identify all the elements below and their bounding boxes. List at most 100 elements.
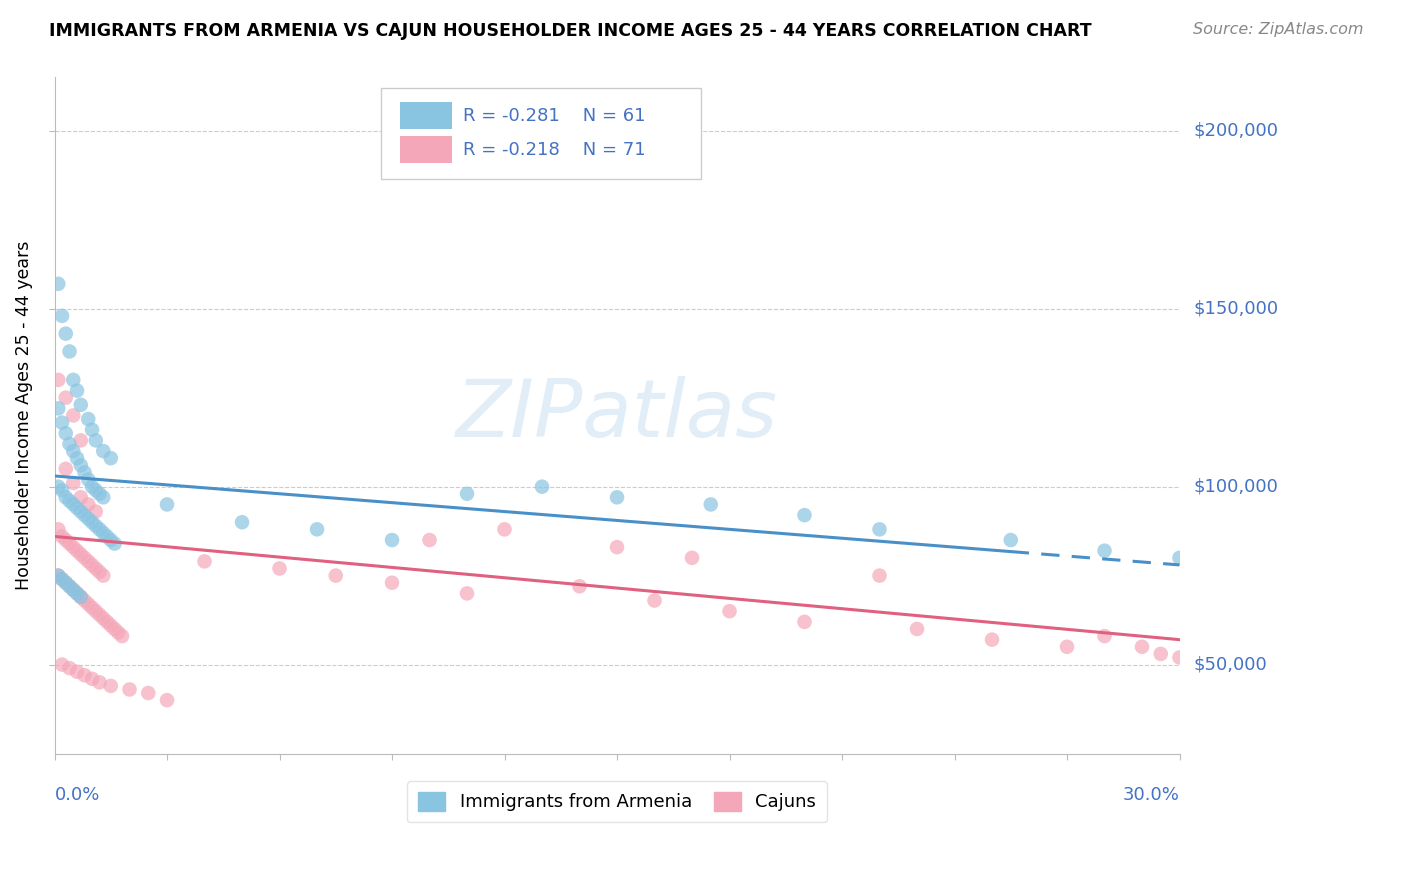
Point (51, 572, 73, 586)
Point (700, 498, 723, 512)
Point (77, 511, 100, 525)
Point (84, 483, 107, 498)
Point (531, 480, 554, 494)
Point (111, 629, 134, 643)
Point (66, 586, 89, 600)
Point (66, 665, 89, 679)
Point (58, 344, 80, 359)
Point (77, 498, 100, 512)
Point (269, 561, 291, 575)
Legend: Immigrants from Armenia, Cajuns: Immigrants from Armenia, Cajuns (408, 781, 827, 822)
Point (1094, 543, 1116, 558)
Point (718, 604, 741, 618)
Point (869, 522, 891, 536)
Point (100, 618, 122, 632)
Point (1000, 533, 1022, 547)
Point (91, 525, 114, 540)
Point (96, 615, 118, 629)
Point (46, 568, 69, 582)
Point (91, 444, 114, 458)
Point (84, 561, 107, 575)
Point (55, 575, 77, 590)
Point (84, 504, 107, 518)
Point (51, 483, 73, 498)
Point (51, 529, 73, 543)
Text: R = -0.218    N = 71: R = -0.218 N = 71 (463, 141, 645, 159)
Point (55, 391, 77, 405)
Point (91, 611, 114, 625)
Point (55, 326, 77, 341)
Point (91, 491, 114, 505)
Point (84, 604, 107, 618)
Point (305, 522, 328, 536)
Point (51, 309, 73, 323)
Point (66, 543, 89, 558)
Point (793, 615, 815, 629)
Point (58, 579, 80, 593)
Point (66, 451, 89, 466)
Point (58, 494, 80, 508)
Point (325, 568, 347, 582)
Point (73, 593, 96, 607)
Point (681, 550, 703, 565)
Point (77, 412, 100, 426)
Point (89, 522, 111, 536)
Point (80, 600, 103, 615)
Point (69, 398, 91, 412)
Point (58, 661, 80, 675)
Text: $200,000: $200,000 (1194, 122, 1278, 140)
Text: R = -0.281    N = 61: R = -0.281 N = 61 (463, 107, 645, 125)
Point (89, 565, 111, 579)
Point (381, 575, 404, 590)
Point (66, 501, 89, 516)
Point (89, 607, 111, 622)
Point (606, 491, 628, 505)
Point (77, 473, 100, 487)
Point (80, 672, 103, 686)
Point (80, 423, 103, 437)
Point (73, 466, 96, 480)
Point (156, 693, 179, 707)
Point (80, 515, 103, 529)
Text: 0.0%: 0.0% (55, 786, 100, 804)
Point (69, 491, 91, 505)
Point (381, 533, 404, 547)
Point (46, 277, 69, 291)
Point (62, 582, 84, 597)
Point (46, 401, 69, 416)
Point (89, 675, 111, 690)
Text: Source: ZipAtlas.com: Source: ZipAtlas.com (1194, 22, 1364, 37)
Point (55, 533, 77, 547)
Point (55, 575, 77, 590)
Point (80, 480, 103, 494)
Point (231, 515, 253, 529)
Point (55, 491, 77, 505)
Point (793, 508, 815, 522)
Point (568, 579, 591, 593)
Text: ZIPatlas: ZIPatlas (456, 376, 778, 455)
Point (103, 536, 125, 550)
Point (77, 554, 100, 568)
Point (96, 529, 118, 543)
Point (69, 504, 91, 518)
Point (91, 568, 114, 582)
Point (46, 522, 69, 536)
Point (69, 458, 91, 473)
Point (46, 373, 69, 387)
Point (58, 579, 80, 593)
Point (62, 582, 84, 597)
Point (118, 682, 141, 697)
Point (69, 547, 91, 561)
Point (46, 568, 69, 582)
Point (456, 487, 478, 501)
Point (193, 554, 215, 568)
Point (418, 533, 440, 547)
Point (69, 590, 91, 604)
Point (58, 536, 80, 550)
Point (1150, 647, 1173, 661)
Text: $150,000: $150,000 (1194, 300, 1278, 318)
Point (1168, 650, 1191, 665)
Point (84, 434, 107, 448)
Point (51, 572, 73, 586)
Point (51, 416, 73, 430)
